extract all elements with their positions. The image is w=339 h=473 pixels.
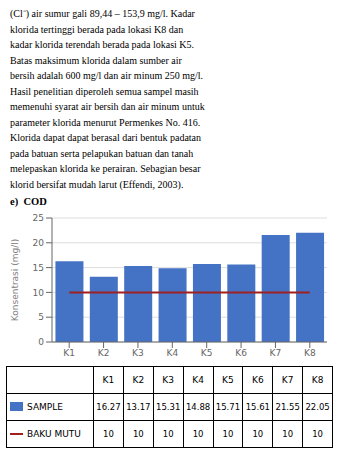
html-text:14.88: 14.88 — [185, 401, 211, 412]
html-text:kadar klorida terendah berada: kadar klorida terendah berada pada lokas… — [10, 39, 195, 50]
svg-text:5: 5 — [38, 312, 44, 322]
svg-text:K1: K1 — [63, 348, 75, 358]
html-text:memenuhi syarat air bersih dan: memenuhi syarat air bersih dan air minum… — [10, 101, 205, 112]
html-text:10: 10 — [252, 428, 264, 439]
html-text:parameter klorida menurut Perm: parameter klorida menurut Permenkes No. … — [10, 116, 201, 128]
html-text:e) COD: e) COD — [10, 196, 47, 207]
html-text:22.05: 22.05 — [305, 401, 330, 412]
svg-text:15: 15 — [33, 262, 44, 272]
svg-text:K6: K6 — [235, 348, 247, 358]
svg-text:25: 25 — [33, 213, 44, 223]
svg-text:K3: K3 — [132, 348, 144, 358]
html-text:10: 10 — [132, 428, 144, 439]
html-text:klorid bersifat mudah larut (E: klorid bersifat mudah larut (Effendi, 20… — [10, 178, 184, 190]
html-text:K8: K8 — [311, 374, 324, 385]
svg-text:Konsentrasi (mg/l): Konsentrasi (mg/l) — [10, 238, 20, 320]
html-text:K3: K3 — [162, 374, 174, 385]
html-text:K6: K6 — [252, 374, 264, 385]
html-text:13.17: 13.17 — [126, 401, 151, 412]
html-text:K1: K1 — [102, 374, 115, 385]
html-text:K5: K5 — [222, 374, 234, 385]
html-text:pada batuan serta pelapukan ba: pada batuan serta pelapukan batuan dan t… — [10, 147, 194, 159]
html-text:Batas maksimum klorida dalam s: Batas maksimum klorida dalam sumber air — [10, 54, 182, 66]
svg-text:20: 20 — [33, 237, 45, 247]
html-text:10: 10 — [103, 428, 114, 439]
html-text:klorida tertinggi berada pada: klorida tertinggi berada pada lokasi K8 … — [10, 23, 184, 35]
html-text:10: 10 — [192, 428, 204, 439]
html-text:15.31: 15.31 — [156, 401, 181, 412]
svg-text:0: 0 — [38, 337, 44, 347]
svg-text:K5: K5 — [201, 348, 213, 358]
html-text:10: 10 — [162, 428, 174, 439]
html-text:15.61: 15.61 — [245, 401, 270, 412]
html-text:10: 10 — [222, 428, 234, 439]
html-text:bersih adalah 600 mg/l dan air: bersih adalah 600 mg/l dan air minum 250… — [10, 70, 203, 81]
html-text:10: 10 — [282, 428, 294, 439]
html-text:(Cl⁻) air sumur gali 89,44 – 1: (Cl⁻) air sumur gali 89,44 – 153,9 mg/l.… — [10, 8, 195, 19]
html-text:Hasil penelitian diperoleh sem: Hasil penelitian diperoleh semua sampel … — [10, 85, 199, 97]
html-text:10: 10 — [312, 428, 323, 439]
svg-text:K7: K7 — [270, 348, 282, 358]
html-text:SAMPLE: SAMPLE — [27, 401, 63, 412]
html-text:K7: K7 — [281, 374, 294, 385]
svg-text:K2: K2 — [98, 348, 110, 358]
html-text:melepaskan klorida ke perairan: melepaskan klorida ke perairan. Sebagian… — [10, 163, 201, 174]
svg-text:10: 10 — [33, 287, 45, 297]
svg-text:K8: K8 — [304, 348, 316, 358]
html-text:K4: K4 — [192, 374, 204, 385]
html-text:K2: K2 — [132, 374, 145, 385]
html-text:21.55: 21.55 — [275, 401, 300, 412]
svg-text:K4: K4 — [166, 348, 178, 358]
html-text:16.27: 16.27 — [96, 401, 121, 412]
html-text:Klorida dapat dapat berasal da: Klorida dapat dapat berasal dari bentuk … — [10, 132, 201, 143]
html-text:15.71: 15.71 — [215, 401, 241, 412]
html-text:BAKU MUTU: BAKU MUTU — [27, 428, 81, 439]
